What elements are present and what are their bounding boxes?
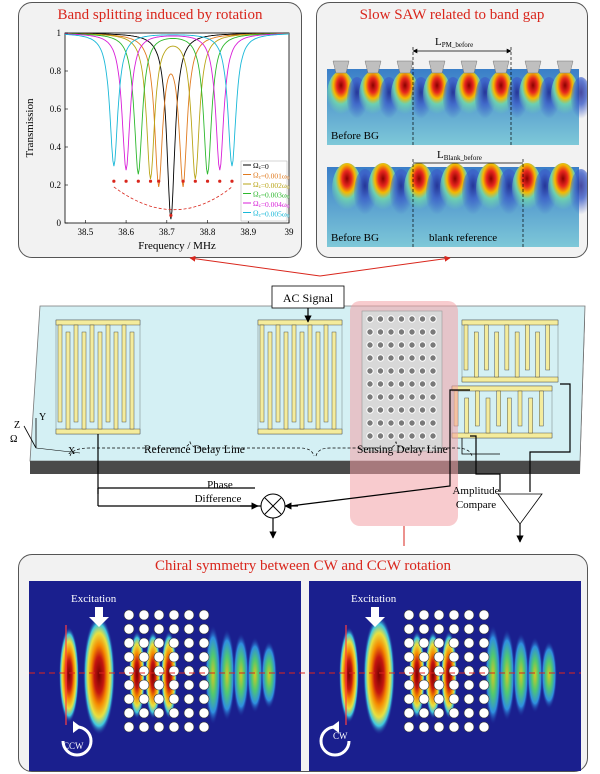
reference-delay-line-label: Reference Delay Line <box>144 444 245 456</box>
before-bg-bottom: Before BG <box>331 232 379 244</box>
l-pm-before-label: LPM_before <box>435 36 473 49</box>
y-tick-label: 0.2 <box>50 180 61 190</box>
chiral-title: Chiral symmetry between CW and CCW rotat… <box>154 558 452 574</box>
slow-saw-fields: LPM_before LBlank_before Before BG Befor… <box>327 36 587 247</box>
legend-entry: Ωz=0.003ω0 <box>253 190 290 201</box>
device-diagram: Reference Delay Line Sensing Delay Line … <box>10 256 586 546</box>
legend-entry: Ωz=0 <box>253 161 269 171</box>
x-tick-label: 38.5 <box>77 227 93 237</box>
x-tick-label: 38.6 <box>118 227 134 237</box>
legend-entry: Ωz=0.001ω0 <box>253 171 290 182</box>
series-line <box>65 33 289 180</box>
slow-saw-panel: Slow SAW related to band gap <box>316 2 588 258</box>
amplitude-label-1: Amplitude <box>452 485 499 497</box>
substrate-front <box>30 461 580 474</box>
amplitude-comparator <box>497 493 543 525</box>
x-tick-label: 38.7 <box>159 227 175 237</box>
svg-text:X: X <box>68 446 76 457</box>
band-splitting-panel: Band splitting induced by rotation 38.5 3… <box>18 2 302 258</box>
series-lines <box>64 32 289 220</box>
ac-signal-label: AC Signal <box>283 291 334 305</box>
transmission-chart: 38.5 38.6 38.7 38.8 38.9 39 0 0.2 0.4 0.6 0.8 1 Ωz=… <box>24 28 294 252</box>
y-tick-label: 0.4 <box>50 142 62 152</box>
dip-marker <box>112 179 116 183</box>
sensing-delay-line-label: Sensing Delay Line <box>357 444 448 456</box>
dip-marker <box>157 179 161 183</box>
before-bg-top: Before BG <box>331 130 379 142</box>
series-line <box>65 33 289 175</box>
y-axis-label: Transmission <box>24 98 36 157</box>
dip-marker <box>230 179 234 183</box>
ccw-label: CCW <box>63 741 84 751</box>
dip-marker <box>148 179 153 183</box>
excitation-right: Excitation <box>351 593 397 605</box>
y-tick-label: 1 <box>57 28 62 38</box>
x-tick-label: 39 <box>285 227 295 237</box>
excitation-left: Excitation <box>71 593 117 605</box>
phase-label-2: Difference <box>195 493 242 505</box>
y-tick-label: 0.8 <box>50 66 62 76</box>
axis-ticks: 38.5 38.6 38.7 38.8 38.9 39 0 0.2 0.4 0.6 0.8 1 <box>50 28 294 237</box>
svg-text:Ω: Ω <box>10 434 17 445</box>
amplitude-label-2: Compare <box>456 499 496 511</box>
slow-saw-title: Slow SAW related to band gap <box>359 7 545 23</box>
legend-entry: Ωz=0.005ω0 <box>253 209 290 220</box>
dip-marker <box>136 179 140 183</box>
svg-text:Y: Y <box>39 412 46 423</box>
series-line <box>64 33 289 167</box>
dip-marker <box>124 179 128 183</box>
blank-reference: blank reference <box>429 232 497 244</box>
legend-entry: Ωz=0.004ω0 <box>253 199 290 210</box>
chiral-fields: Excitation Excitation CCW CW <box>29 581 581 771</box>
axis-triad: Y X Z Ω <box>10 412 81 457</box>
phase-label-1: Phase <box>207 479 233 491</box>
dip-marker <box>169 213 173 217</box>
dip-marker <box>181 179 185 183</box>
band-splitting-title: Band splitting induced by rotation <box>57 7 263 23</box>
legend-entry: Ωz=0.002ω0 <box>253 180 290 191</box>
x-tick-label: 38.8 <box>200 227 216 237</box>
phase-mixer <box>260 493 286 519</box>
chiral-panel: Chiral symmetry between CW and CCW rotat… <box>18 554 588 772</box>
l-blank-before-label: LBlank_before <box>437 149 482 162</box>
x-tick-label: 38.9 <box>240 227 256 237</box>
y-tick-label: 0.6 <box>50 104 62 114</box>
series-line <box>65 33 289 171</box>
legend: Ωz=0Ωz=0.001ω0Ωz=0.002ω0Ωz=0.003ω0Ωz=0.0… <box>240 160 290 222</box>
cw-label: CW <box>333 731 348 741</box>
dip-marker <box>218 179 222 183</box>
svg-text:Z: Z <box>14 420 20 431</box>
dip-marker <box>205 179 210 183</box>
x-axis-label: Frequency / MHz <box>138 240 216 252</box>
dip-marker <box>193 179 197 183</box>
y-tick-label: 0 <box>57 218 62 228</box>
